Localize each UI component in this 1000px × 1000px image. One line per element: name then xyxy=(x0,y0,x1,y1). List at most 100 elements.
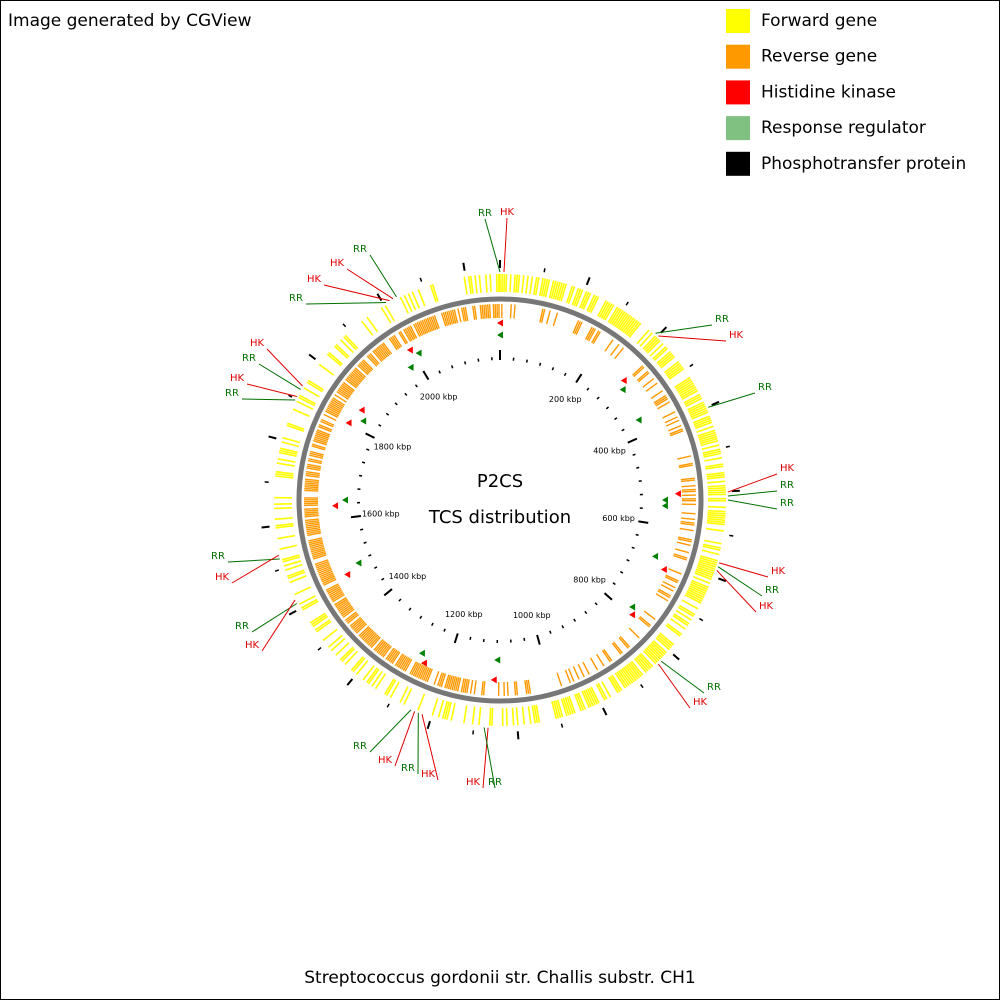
tcs-marker xyxy=(494,656,501,664)
reverse-gene xyxy=(466,679,470,694)
reverse-gene xyxy=(603,649,613,662)
reverse-gene xyxy=(379,344,390,357)
forward-gene xyxy=(699,557,718,564)
reverse-gene xyxy=(657,401,671,410)
forward-gene xyxy=(598,301,609,318)
callout-line xyxy=(727,499,778,510)
reverse-gene xyxy=(401,657,410,670)
reverse-gene xyxy=(304,485,319,489)
reverse-gene xyxy=(619,636,631,648)
forward-gene xyxy=(681,599,699,610)
ruler-tick xyxy=(350,515,362,519)
ruler-tick xyxy=(363,541,367,544)
reverse-gene xyxy=(340,384,353,395)
tcs-marker xyxy=(635,416,642,424)
reverse-gene xyxy=(412,662,421,677)
forward-gene xyxy=(695,568,714,577)
forward-gene xyxy=(334,345,349,359)
legend-swatch xyxy=(726,116,750,141)
forward-gene xyxy=(676,380,693,392)
forward-gene xyxy=(686,590,704,600)
reverse-gene xyxy=(314,559,329,566)
reverse-gene xyxy=(309,450,324,456)
reverse-gene xyxy=(336,599,349,609)
reverse-gene xyxy=(655,398,669,407)
forward-gene xyxy=(564,697,572,715)
reverse-gene xyxy=(591,330,600,344)
reverse-gene xyxy=(406,327,415,341)
forward-gene xyxy=(533,276,538,295)
ruler-tick xyxy=(605,406,610,410)
forward-gene xyxy=(478,707,482,726)
forward-gene xyxy=(697,429,716,437)
reverse-gene xyxy=(399,656,408,669)
forward-gene xyxy=(589,296,600,314)
callout-label: RR xyxy=(242,353,256,364)
ruler-label: 1600 kbp xyxy=(362,509,400,518)
forward-gene xyxy=(275,473,294,477)
callout-line xyxy=(482,727,489,789)
reverse-gene xyxy=(369,635,380,647)
forward-gene xyxy=(702,545,721,552)
reverse-gene xyxy=(633,366,645,378)
reverse-gene xyxy=(308,539,323,544)
ruler-label: 2000 kbp xyxy=(420,392,458,401)
forward-gene xyxy=(653,347,669,362)
reverse-gene xyxy=(315,560,329,567)
forward-gene xyxy=(560,698,568,717)
forward-gene xyxy=(538,277,544,296)
callout-label: HK xyxy=(729,330,744,341)
reverse-gene xyxy=(388,337,398,351)
reverse-gene xyxy=(334,394,347,403)
forward-gene xyxy=(643,336,658,351)
reverse-gene xyxy=(485,304,488,319)
forward-gene xyxy=(281,554,300,561)
forward-gene xyxy=(292,408,310,418)
reverse-gene xyxy=(327,586,341,595)
reverse-gene xyxy=(322,577,336,585)
reverse-gene xyxy=(426,317,434,332)
reverse-gene xyxy=(321,575,335,583)
callout-label: RR xyxy=(488,777,502,788)
forward-gene xyxy=(341,648,356,663)
ruler-tick xyxy=(453,633,459,644)
reverse-gene xyxy=(416,322,424,336)
forward-gene xyxy=(688,587,706,597)
forward-gene xyxy=(625,319,638,336)
ruler-tick xyxy=(419,615,423,619)
reverse-gene xyxy=(361,360,373,372)
callout-line xyxy=(266,348,303,387)
ruler-label: 1800 kbp xyxy=(374,442,412,451)
forward-gene xyxy=(554,700,562,718)
forward-gene xyxy=(380,307,392,324)
reverse-gene xyxy=(378,345,388,358)
forward-gene xyxy=(707,511,726,515)
forward-gene xyxy=(525,275,529,294)
reverse-gene xyxy=(657,590,671,599)
reverse-gene xyxy=(664,416,678,424)
ruler-tick xyxy=(366,448,370,451)
reverse-gene xyxy=(304,487,319,491)
reverse-gene xyxy=(337,389,350,399)
reverse-gene xyxy=(681,488,696,491)
reverse-gene xyxy=(552,312,559,327)
callout-line xyxy=(369,709,412,753)
reverse-gene xyxy=(680,477,695,481)
reverse-gene xyxy=(366,633,377,645)
reverse-gene xyxy=(373,638,384,651)
reverse-gene xyxy=(374,640,385,652)
reverse-gene xyxy=(414,322,422,337)
reverse-gene xyxy=(329,589,343,598)
reverse-gene xyxy=(362,359,374,371)
reverse-gene xyxy=(304,484,319,487)
ruler-label: 1400 kbp xyxy=(389,572,427,581)
forward-gene xyxy=(689,407,707,417)
reverse-gene xyxy=(318,569,333,576)
reverse-gene xyxy=(572,320,580,334)
callout-line xyxy=(658,335,727,342)
forward-gene xyxy=(697,564,715,572)
reverse-gene xyxy=(436,672,443,687)
reverse-gene xyxy=(305,478,320,482)
